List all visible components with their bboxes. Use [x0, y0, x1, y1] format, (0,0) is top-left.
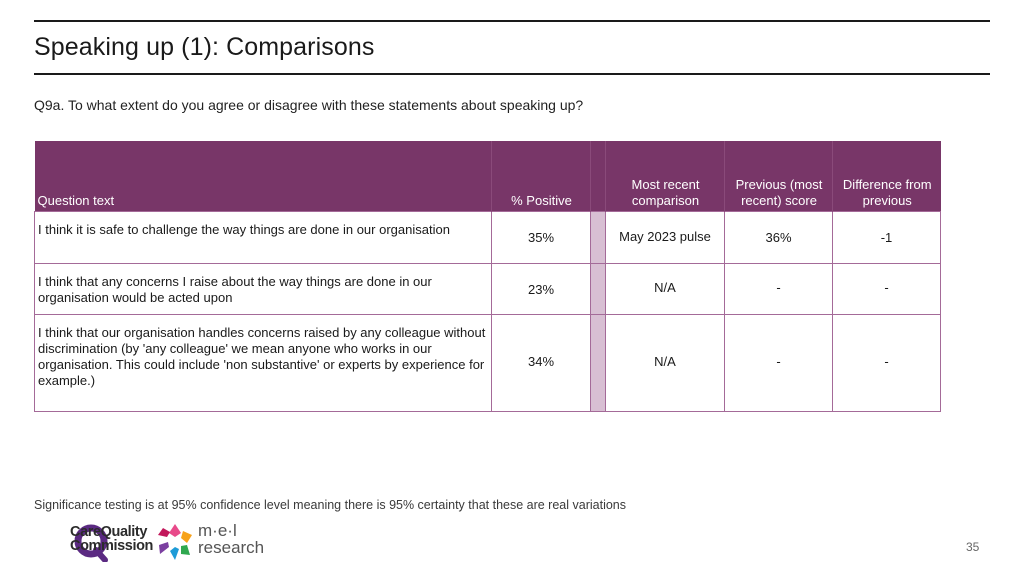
row-positive: 34% — [491, 313, 591, 412]
row-comparison: May 2023 pulse — [605, 210, 725, 264]
row-question: I think that our organisation handles co… — [34, 313, 492, 412]
table-row: I think it is safe to challenge the way … — [34, 210, 941, 264]
row-question: I think that any concerns I raise about … — [34, 262, 492, 315]
row-comparison: N/A — [605, 313, 725, 412]
page-title: Speaking up (1): Comparisons — [34, 33, 375, 61]
header-positive: % Positive — [491, 141, 591, 211]
mel-logo-line2: research — [198, 538, 265, 557]
row-previous: - — [724, 262, 833, 315]
row-difference: - — [832, 262, 941, 315]
row-positive: 23% — [491, 262, 591, 315]
page-number: 35 — [966, 540, 980, 554]
cqc-logo-icon — [74, 524, 108, 562]
row-previous: 36% — [724, 210, 833, 264]
row-gap — [590, 210, 606, 264]
table-row: I think that our organisation handles co… — [34, 313, 941, 412]
mel-logo-text: m·e·l research — [198, 522, 264, 556]
title-top-rule — [34, 20, 990, 22]
mel-logo-line1: m·e·l — [198, 521, 237, 540]
header-difference: Difference from previous — [832, 141, 941, 211]
row-comparison: N/A — [605, 262, 725, 315]
table-header-row: Question text % Positive Most recent com… — [34, 141, 941, 211]
question-text: Q9a. To what extent do you agree or disa… — [34, 97, 584, 113]
header-comparison: Most recent comparison — [605, 141, 725, 211]
cqc-logo-line1: CareQuality — [70, 524, 147, 540]
table-row: I think that any concerns I raise about … — [34, 262, 941, 315]
row-question: I think it is safe to challenge the way … — [34, 210, 492, 264]
mel-star-icon — [158, 524, 192, 560]
row-positive: 35% — [491, 210, 591, 264]
row-gap — [590, 262, 606, 315]
row-difference: - — [832, 313, 941, 412]
comparison-table: Question text % Positive Most recent com… — [34, 141, 941, 412]
row-gap — [590, 313, 606, 412]
cqc-logo-text: CareQuality Commission — [70, 524, 154, 554]
header-gap — [590, 141, 606, 211]
title-bottom-rule — [34, 73, 990, 75]
header-question-text: Question text — [34, 141, 492, 211]
row-difference: -1 — [832, 210, 941, 264]
header-previous: Previous (most recent) score — [724, 141, 833, 211]
significance-footnote: Significance testing is at 95% confidenc… — [34, 498, 626, 512]
cqc-logo-line2: Commission — [70, 538, 154, 554]
row-previous: - — [724, 313, 833, 412]
